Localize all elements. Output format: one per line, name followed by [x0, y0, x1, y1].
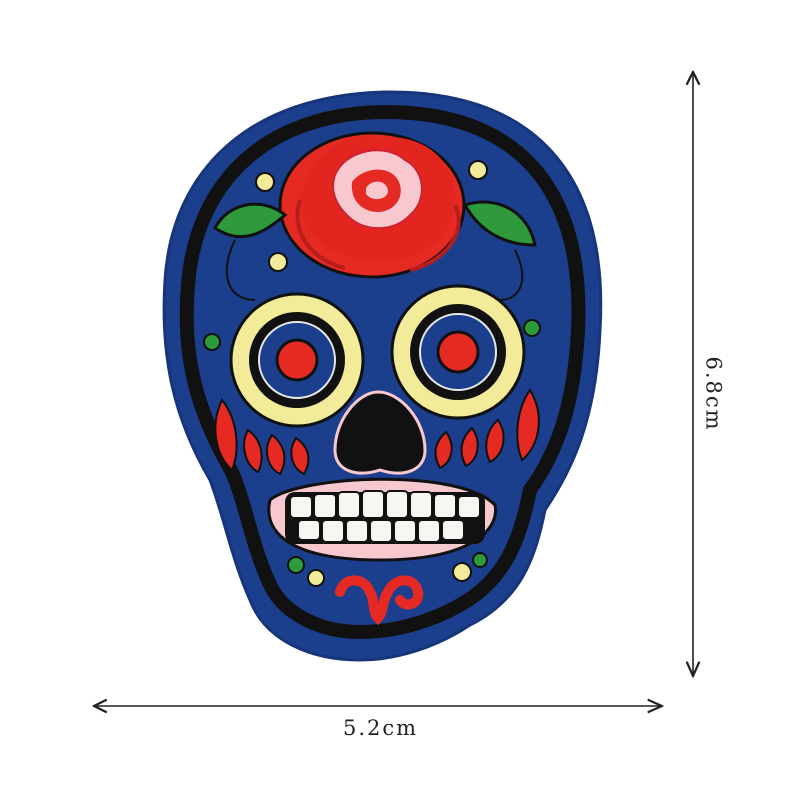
- width-label: 5.2cm: [343, 716, 418, 740]
- rose-motif: [280, 133, 464, 277]
- right-eye: [392, 286, 524, 418]
- left-eye: [231, 294, 363, 426]
- teeth: [269, 479, 496, 560]
- height-label: 6.8cm: [702, 356, 726, 431]
- skull-patch: [164, 92, 601, 660]
